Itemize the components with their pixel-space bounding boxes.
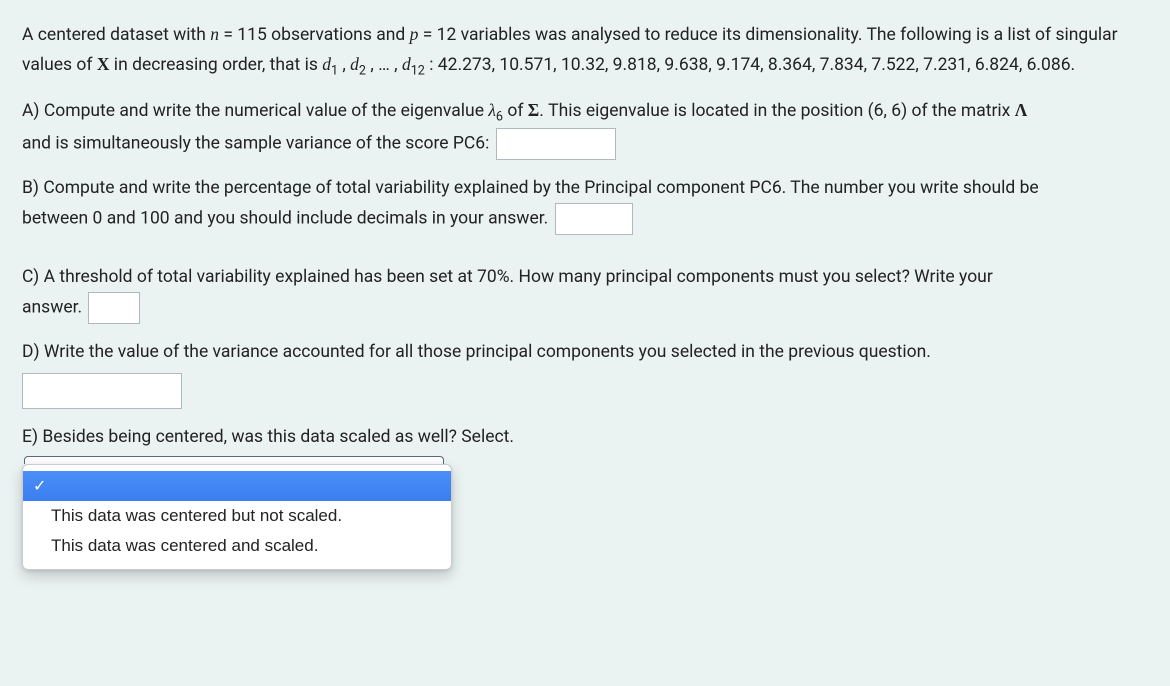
part-e-line1: E) Besides being centered, was this data…	[22, 427, 514, 447]
ellipsis: , … ,	[366, 55, 402, 75]
sigma-symbol: Σ	[528, 100, 539, 120]
dropdown-collapsed-stub	[24, 456, 444, 464]
part-a: A) Compute and write the numerical value…	[22, 96, 1148, 160]
d1-sub: 1	[331, 63, 338, 78]
d2-sub: 2	[359, 63, 366, 78]
intro-text: observations and	[267, 25, 410, 45]
option-label: This data was centered but not scaled.	[51, 502, 342, 530]
check-icon: ✓	[33, 473, 51, 499]
part-b-answer-input[interactable]	[555, 203, 633, 235]
question-page: A centered dataset with n = 115 observat…	[0, 0, 1170, 590]
eq-sign: =	[219, 25, 237, 45]
part-c: C) A threshold of total variability expl…	[22, 263, 1148, 324]
part-a-line2: and is simultaneously the sample varianc…	[22, 134, 489, 154]
lambda-sub: 6	[496, 110, 503, 125]
intro-paragraph: A centered dataset with n = 115 observat…	[22, 20, 1148, 82]
d2-symbol: d	[350, 54, 359, 74]
d1-symbol: d	[322, 54, 331, 74]
n-value: 115	[237, 25, 267, 45]
part-a-answer-input[interactable]	[496, 128, 616, 160]
x-symbol: X	[97, 54, 110, 74]
d12-sub: 12	[411, 63, 425, 78]
option-label: This data was centered and scaled.	[51, 532, 318, 560]
part-c-answer-input[interactable]	[88, 292, 140, 324]
dropdown-option-scaled[interactable]: This data was centered and scaled.	[23, 531, 451, 561]
part-b: B) Compute and write the percentage of t…	[22, 174, 1148, 235]
part-d-line1: D) Write the value of the variance accou…	[22, 342, 931, 362]
d12-symbol: d	[402, 54, 411, 74]
p-value: 12	[437, 25, 457, 45]
dropdown-options-panel: ✓ This data was centered but not scaled.…	[22, 464, 452, 570]
part-b-line1: B) Compute and write the percentage of t…	[22, 178, 1039, 198]
part-e: E) Besides being centered, was this data…	[22, 423, 1148, 452]
singular-values-list: : 42.273, 10.571, 10.32, 9.818, 9.638, 9…	[425, 55, 1075, 75]
intro-text: in decreasing order, that is	[109, 55, 322, 75]
eq-sign: =	[418, 25, 436, 45]
part-b-line2: between 0 and 100 and you should include…	[22, 209, 548, 229]
part-e-dropdown[interactable]: ✓ This data was centered but not scaled.…	[22, 456, 452, 570]
lambda-symbol: λ	[488, 100, 496, 120]
dropdown-option-not-scaled[interactable]: This data was centered but not scaled.	[23, 501, 451, 531]
part-a-text: A) Compute and write the numerical value…	[22, 101, 488, 121]
comma: ,	[338, 55, 350, 75]
intro-text: A centered dataset with	[22, 25, 210, 45]
part-d-answer-input[interactable]	[22, 373, 182, 409]
part-c-line2: answer.	[22, 298, 82, 318]
lambda-matrix-symbol: Λ	[1015, 100, 1028, 120]
part-d: D) Write the value of the variance accou…	[22, 338, 1148, 409]
of-text: of	[503, 101, 528, 121]
part-c-line1: C) A threshold of total variability expl…	[22, 267, 993, 287]
dropdown-option-blank-selected[interactable]: ✓	[23, 471, 451, 501]
n-symbol: n	[210, 24, 219, 44]
part-a-text: . This eigenvalue is located in the posi…	[539, 101, 1015, 121]
